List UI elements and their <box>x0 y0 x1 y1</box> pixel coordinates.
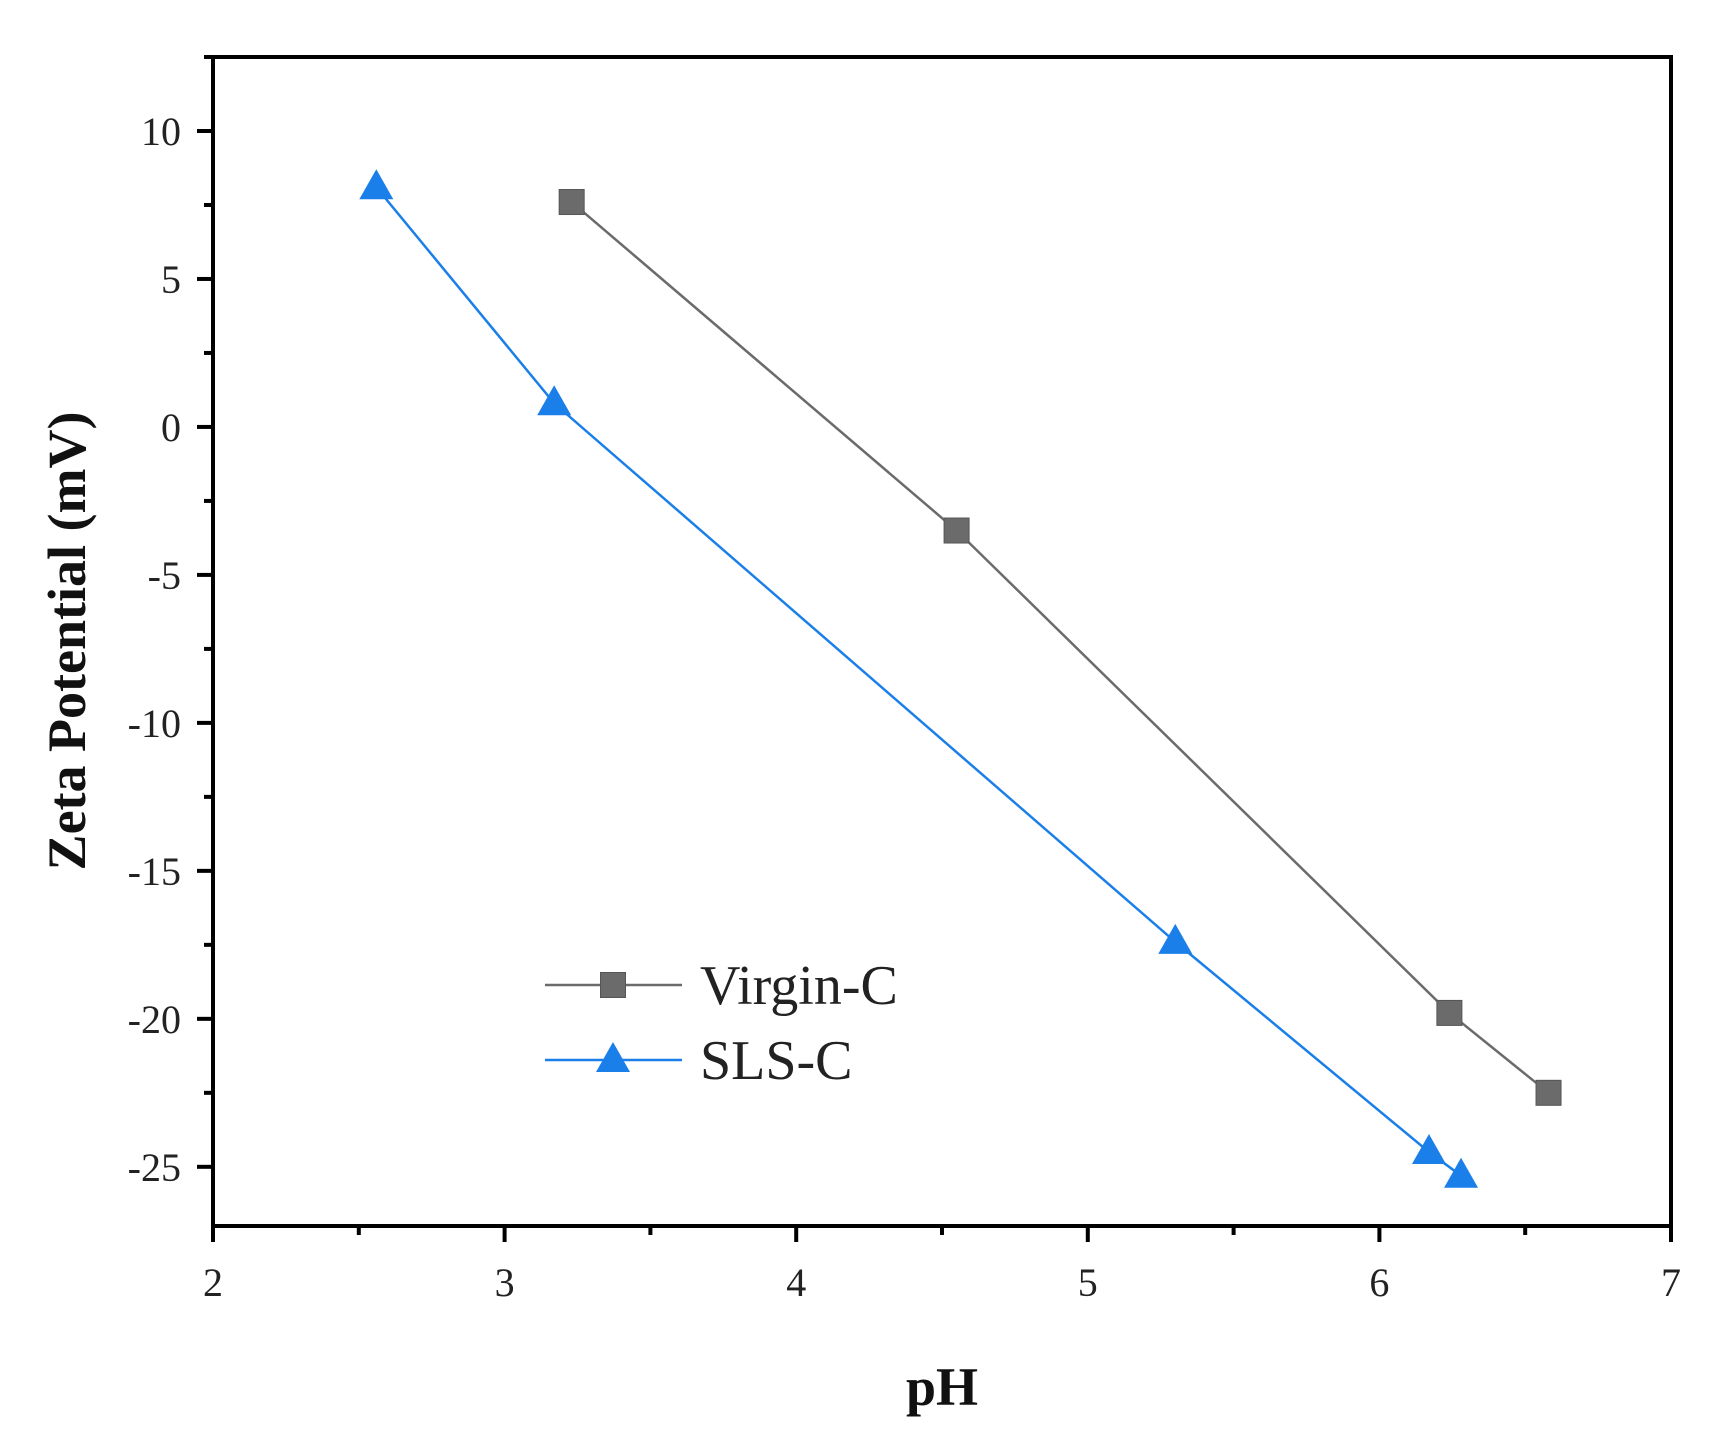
data-point-virgin-c <box>1535 1079 1562 1106</box>
y-tick-label: -20 <box>128 997 181 1042</box>
legend-item-virgin-c: Virgin-C <box>545 955 898 1017</box>
x-tick-label: 7 <box>1661 1260 1681 1305</box>
legend-label-virgin-c: Virgin-C <box>700 955 898 1017</box>
y-axis-title: Zeta Potential (mV) <box>37 412 97 871</box>
data-point-sls-c <box>359 169 394 200</box>
data-point-virgin-c <box>1436 999 1463 1026</box>
y-tick-label: -5 <box>148 553 181 598</box>
data-point-sls-c <box>1158 923 1193 954</box>
y-tick-label: -15 <box>128 849 181 894</box>
y-tick-label: 10 <box>141 109 181 154</box>
axes: 2 3 4 5 6 7 10 5 0 -5 -10 -15 -20 -25 <box>128 55 1681 1305</box>
data-point-sls-c <box>1411 1134 1446 1165</box>
series-sls-c <box>359 169 1479 1188</box>
y-tick-label: -10 <box>128 701 181 746</box>
plot-frame <box>211 55 1673 1228</box>
series-virgin-c <box>558 189 1562 1106</box>
y-tick-label: 0 <box>161 405 181 450</box>
y-tick-label: 5 <box>161 257 181 302</box>
x-tick-label: 2 <box>203 1260 223 1305</box>
x-tick-label: 4 <box>786 1260 806 1305</box>
x-tick-label: 3 <box>495 1260 515 1305</box>
x-axis-title: pH <box>906 1357 978 1417</box>
legend: Virgin-C SLS-C <box>545 955 898 1092</box>
series-layer <box>359 169 1562 1188</box>
data-point-virgin-c <box>558 189 585 216</box>
legend-marker-sls-c <box>596 1042 630 1072</box>
x-tick-label: 5 <box>1078 1260 1098 1305</box>
legend-item-sls-c: SLS-C <box>545 1030 853 1092</box>
data-point-virgin-c <box>943 517 970 544</box>
y-tick-label: -25 <box>128 1145 181 1190</box>
data-point-sls-c <box>537 385 572 416</box>
data-point-sls-c <box>1444 1157 1479 1188</box>
legend-marker-virgin-c <box>600 972 626 998</box>
x-tick-label: 6 <box>1369 1260 1389 1305</box>
legend-label-sls-c: SLS-C <box>700 1030 853 1092</box>
series-line-virgin-c <box>570 201 1550 1094</box>
